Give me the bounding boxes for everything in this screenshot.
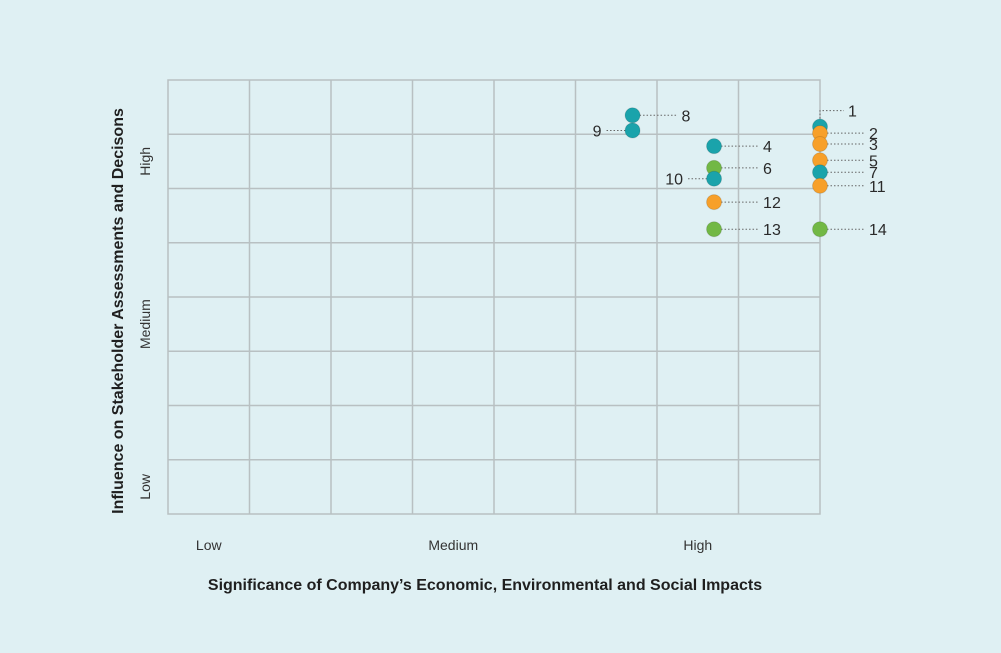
point-label-8: 8 [682, 108, 691, 125]
y-axis-title: Influence on Stakeholder Assessments and… [110, 108, 127, 514]
leader-line [819, 110, 844, 119]
data-point-8 [624, 107, 641, 124]
point-label-4: 4 [763, 139, 772, 156]
data-point-10 [706, 170, 723, 187]
point-label-10: 10 [665, 172, 683, 189]
point-label-12: 12 [763, 195, 781, 212]
point-label-11: 11 [869, 179, 886, 196]
y-tick-label: High [137, 147, 153, 176]
point-label-14: 14 [869, 222, 887, 239]
point-label-2: 2 [869, 126, 878, 143]
point-label-7: 7 [869, 165, 878, 182]
data-points [624, 107, 828, 238]
point-label-9: 9 [593, 123, 602, 140]
point-label-13: 13 [763, 222, 781, 239]
tick-labels: Low Medium High Low Medium High [137, 147, 712, 553]
grid [167, 79, 821, 515]
data-point-11 [812, 177, 828, 194]
x-axis-title: Significance of Company’s Economic, Envi… [208, 577, 762, 594]
data-point-12 [706, 194, 723, 211]
data-point-4 [706, 138, 723, 155]
data-point-13 [706, 221, 723, 238]
data-point-7 [812, 164, 828, 181]
point-label-6: 6 [763, 161, 772, 178]
y-tick-label: Medium [137, 299, 153, 349]
x-tick-label: Medium [428, 537, 478, 553]
data-point-3 [812, 136, 828, 153]
y-tick-label: Low [137, 473, 153, 500]
data-point-9 [624, 122, 641, 139]
x-tick-label: Low [196, 537, 223, 553]
data-point-14 [812, 221, 828, 238]
x-tick-label: High [683, 537, 712, 553]
point-label-1: 1 [848, 104, 857, 121]
point-label-5: 5 [869, 153, 878, 170]
point-label-3: 3 [869, 137, 878, 154]
